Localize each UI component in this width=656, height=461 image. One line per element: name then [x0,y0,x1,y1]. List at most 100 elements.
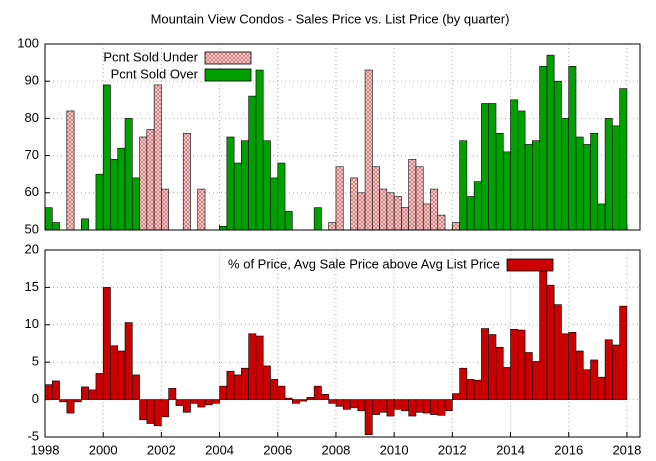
bar [131,177,140,231]
bar [553,80,562,231]
bar [117,147,126,231]
bar [182,132,191,231]
bar [262,140,271,231]
y-tick-label: -5 [27,428,39,443]
bar [153,399,162,427]
bar [350,399,359,409]
bar [146,399,155,424]
y-tick-label: 60 [25,184,39,199]
bar [270,177,279,231]
bar [430,188,439,231]
bar [582,369,591,400]
bar [248,333,257,400]
legend-swatch [204,51,252,65]
bar [255,335,264,400]
bar [532,361,540,400]
bar [124,118,133,231]
x-tick-label: 2014 [496,442,525,457]
bar [226,370,235,400]
bar [517,110,526,231]
bar [372,166,380,231]
bar [321,394,329,400]
bar [524,352,533,400]
bar [539,260,548,400]
x-tick-label: 1998 [31,442,60,457]
bar [604,118,613,231]
bar [248,95,257,231]
bar [415,166,424,231]
bar [124,322,133,400]
bar [211,399,220,404]
bar [386,192,395,231]
bar [190,399,199,404]
y-tick-label: 100 [17,35,39,50]
bar [299,399,308,402]
bar [393,399,402,410]
legend-label: Pcnt Sold Under [103,49,198,64]
bar [488,334,497,400]
bar [568,66,577,231]
legend-swatch [204,68,252,82]
bar [292,399,300,404]
bar [422,203,431,231]
bar [102,84,111,231]
bar [408,159,417,231]
bar [437,399,446,416]
bar [510,328,519,400]
bar [612,125,620,231]
y-tick-label: 80 [25,110,39,125]
bar [553,304,562,400]
bar [379,399,388,413]
bar [401,399,409,412]
bar [393,196,402,231]
y-tick-label: 10 [25,316,39,331]
bar [590,132,599,231]
bar [197,188,206,231]
bar [452,222,460,231]
bar [139,136,148,231]
x-tick-label: 2000 [89,442,118,457]
bar [590,359,599,400]
bar [539,66,548,231]
bar [422,399,431,414]
bar [561,118,570,231]
bar [481,103,490,231]
bar [582,144,591,231]
bar [364,399,373,436]
bar [517,329,526,400]
bar [219,385,228,400]
bar [182,399,191,413]
x-tick-label: 2008 [321,442,350,457]
bar [444,399,453,412]
y-tick-label: 0 [32,391,39,406]
y-tick-label: 70 [25,147,39,162]
bar [262,365,271,400]
bar [575,136,584,231]
y-tick-label: 15 [25,279,39,294]
bar [568,331,577,400]
bar [481,328,490,400]
bar [241,140,249,231]
y-tick-label: 50 [25,221,39,236]
bar [277,385,286,400]
bar [95,173,104,231]
bar [313,385,322,400]
bar [350,177,359,231]
bar [619,88,628,231]
bar [270,379,279,400]
bar [452,393,460,400]
bar [88,389,97,400]
bar [335,399,344,407]
bar [306,397,315,400]
bar [328,399,337,404]
bar [357,399,366,412]
bar [73,399,82,403]
bar [161,399,169,418]
bar [459,367,468,400]
bar [51,222,60,231]
bar [44,207,53,231]
bar [619,305,628,400]
bar [95,373,104,400]
bar [284,397,293,400]
legend-label: Pcnt Sold Over [111,66,199,81]
